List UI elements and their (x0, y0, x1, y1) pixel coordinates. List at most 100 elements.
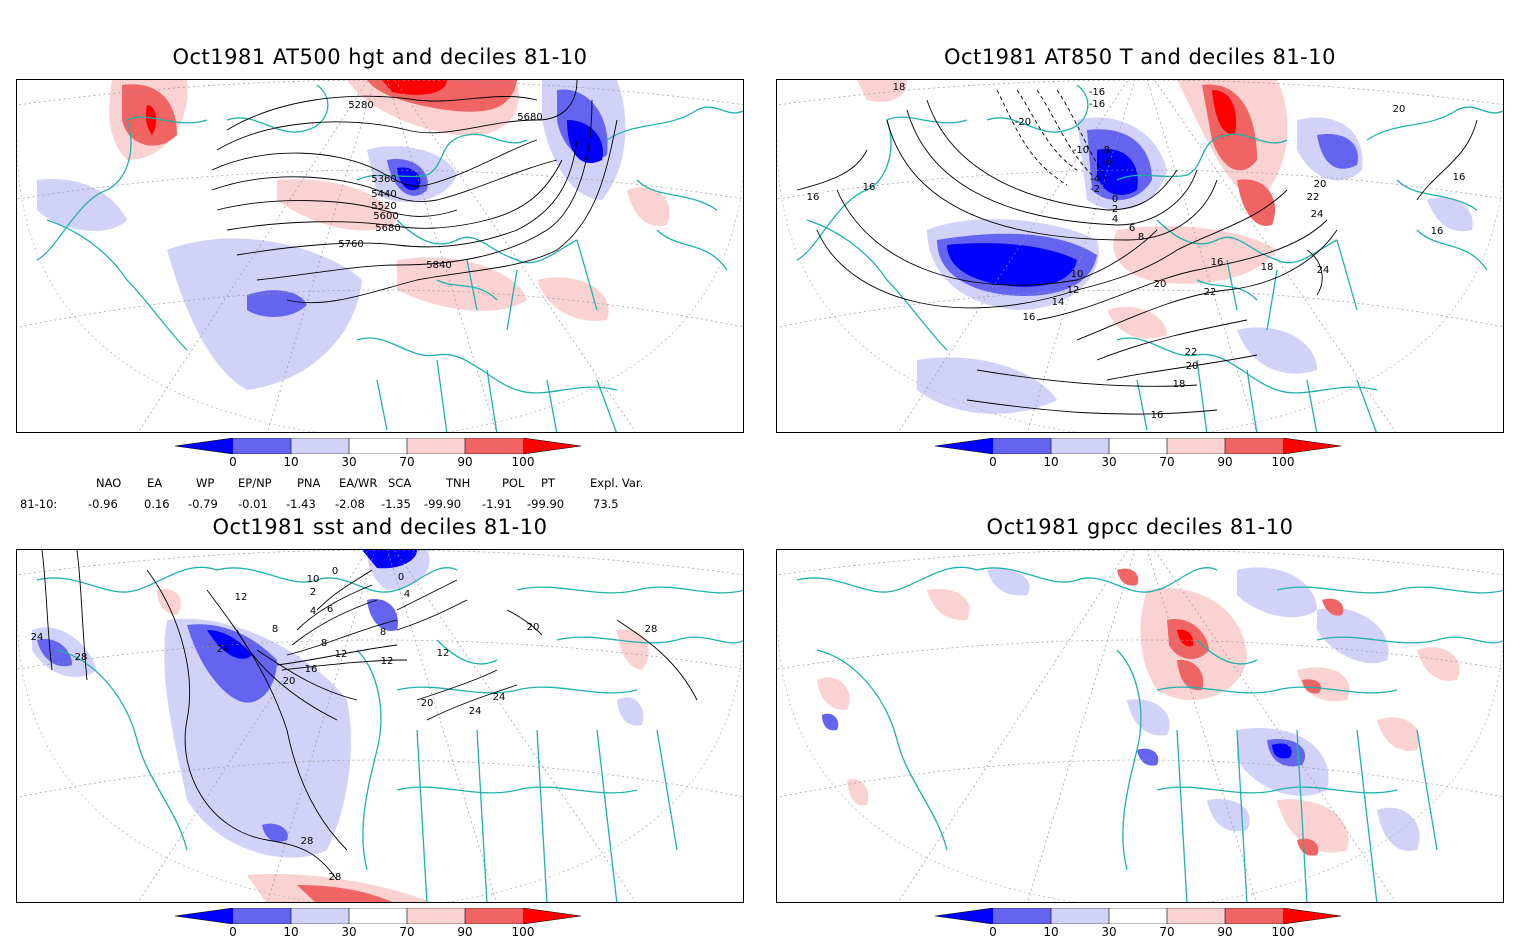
cbar-seg-2 (1051, 438, 1109, 454)
colorbar-ramp (935, 908, 1342, 924)
contour-label: 5280 (348, 100, 373, 111)
cbar-tick: 0 (989, 925, 997, 939)
anom-red-light (817, 677, 850, 711)
contour-label: 18 (1261, 262, 1274, 273)
cbar-seg-0 (175, 438, 233, 454)
cbar-tick: 90 (1217, 455, 1233, 469)
anom-blue-light (917, 357, 1057, 414)
anom-red-strong (1212, 90, 1237, 135)
anom-red-mid (1322, 598, 1344, 616)
contour-label: 22 (1204, 287, 1217, 298)
anom-blue-light (1317, 608, 1389, 664)
contour-label: 20 (1186, 361, 1199, 372)
anom-red-strong (382, 80, 447, 95)
contour-label: 6 (327, 604, 333, 615)
contour-label: 28 (75, 652, 88, 663)
anom-blue-strong (1097, 149, 1138, 195)
contour-label: 16 (1211, 257, 1224, 268)
contour-label: 8 (1138, 232, 1144, 243)
cbar-seg-3 (1109, 438, 1167, 454)
anom-red-light (157, 589, 181, 615)
anom-red-light (627, 187, 670, 226)
cbar-seg-3 (349, 908, 407, 924)
cbar-seg-5 (1225, 438, 1283, 454)
contour-label: 0 (1112, 194, 1118, 205)
cbar-tick: 10 (283, 455, 299, 469)
panel-title-t850: Oct1981 AT850 T and deciles 81-10 (944, 45, 1336, 69)
cbar-seg-6 (523, 908, 581, 924)
contour-label: 5760 (338, 239, 363, 250)
height-contours (211, 80, 618, 304)
contour-label: 16 (807, 192, 820, 203)
contour-label: 20 (283, 676, 296, 687)
map-hgt500-svg: 5280 5680 5360 5440 5520 5600 5680 5760 … (17, 80, 743, 432)
anom-red-light (927, 589, 970, 621)
contour-label: 20 (527, 622, 540, 633)
cbar-tick: 70 (1159, 455, 1175, 469)
anom-red-strong (1177, 629, 1194, 647)
tc-header: PT (541, 476, 555, 490)
panel-title-sst: Oct1981 sst and deciles 81-10 (212, 515, 548, 539)
colorbar-bottom-right: 0 10 30 70 90 100 (935, 908, 1355, 952)
cbar-tick: 100 (1271, 455, 1295, 469)
sst-contours (41, 550, 698, 881)
contour-label: 5520 (371, 201, 396, 212)
anom-blue-light (617, 697, 644, 726)
anom-blue-mid (822, 713, 839, 731)
contour-label: -10 (1073, 145, 1089, 156)
anom-red-light (1113, 226, 1277, 284)
tc-header: NAO (96, 476, 122, 490)
contour-label: 28 (645, 624, 658, 635)
colorbar-top-right: 0 10 30 70 90 100 (935, 438, 1355, 482)
graticule (17, 550, 743, 902)
map-panel-gpcc (776, 549, 1504, 903)
cbar-seg-6 (523, 438, 581, 454)
cbar-tick: 30 (1101, 455, 1117, 469)
contour-label: 24 (1317, 265, 1330, 276)
cbar-tick: 100 (1271, 925, 1295, 939)
contour-label: 8 (380, 627, 386, 638)
cbar-seg-6 (1283, 438, 1341, 454)
contour-label: 20 (1393, 104, 1406, 115)
contour-label: 10 (1071, 269, 1084, 280)
anom-blue-light (1207, 799, 1250, 832)
contour-label: 12 (437, 648, 450, 659)
contour-label: 22 (1185, 347, 1198, 358)
cbar-seg-5 (465, 908, 523, 924)
contour-label: 12 (381, 656, 394, 667)
tc-value: 73.5 (593, 497, 619, 511)
cbar-tick: 30 (1101, 925, 1117, 939)
contour-label: 20 (1154, 279, 1167, 290)
tc-value: -0.96 (88, 497, 118, 511)
anom-red-light (1297, 667, 1350, 702)
contour-label: 0 (398, 572, 404, 583)
cbar-seg-6 (1283, 908, 1341, 924)
cbar-seg-0 (935, 908, 993, 924)
tc-header: PNA (297, 476, 321, 490)
colorbar-ramp (175, 908, 582, 924)
cbar-tick: 0 (989, 455, 997, 469)
precip-anomalies (817, 567, 1460, 856)
anom-red-mid (1117, 568, 1139, 586)
cbar-seg-1 (233, 438, 291, 454)
cbar-seg-0 (175, 908, 233, 924)
anom-blue-strong (207, 630, 252, 659)
colorbar-bottom-left: 0 10 30 70 90 100 (175, 908, 595, 952)
contour-label: 5680 (517, 112, 542, 123)
anom-blue-mid (1317, 134, 1358, 169)
tc-header: TNH (446, 476, 471, 490)
contour-label: 24 (31, 632, 44, 643)
contour-label: 12 (1067, 285, 1080, 296)
map-sst-svg: 24 28 12 10 0 0 2 4 6 8 4 8 12 16 20 24 … (17, 550, 743, 902)
cbar-seg-2 (291, 908, 349, 924)
cbar-seg-4 (1167, 438, 1225, 454)
cbar-seg-3 (349, 438, 407, 454)
contour-label: 16 (1453, 172, 1466, 183)
tc-value: -1.91 (482, 497, 512, 511)
cbar-seg-1 (993, 438, 1051, 454)
anom-blue-mid (1137, 748, 1159, 766)
contour-label: 4 (310, 606, 316, 617)
map-panel-t850: 18 16 -20 -16 -16 -10 -8 -6 -4 -2 0 2 4 … (776, 79, 1504, 433)
cbar-seg-1 (233, 908, 291, 924)
cbar-tick: 90 (457, 925, 473, 939)
